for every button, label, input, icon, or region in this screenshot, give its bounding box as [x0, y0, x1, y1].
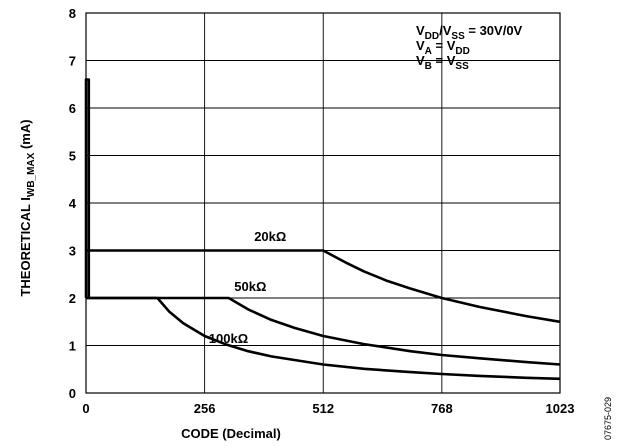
conditions-text: V [416, 23, 425, 38]
conditions-text: /V [439, 23, 452, 38]
series-line-20kΩ [86, 249, 561, 324]
x-tick-label: 256 [194, 401, 216, 416]
conditions-text: SS [451, 31, 465, 42]
conditions-text: V [416, 53, 425, 68]
conditions-line: VDD/VSS = 30V/0V [416, 23, 523, 42]
x-tick-label: 1023 [546, 401, 575, 416]
y-axis-title-main: THEORETICAL I [18, 197, 33, 296]
series-labels: 20kΩ 50kΩ 100kΩ [209, 229, 287, 346]
series-label: 100kΩ [209, 331, 248, 346]
y-tick-label: 1 [69, 339, 76, 354]
conditions-text: = 30V/0V [465, 23, 523, 38]
conditions-text: B [425, 61, 432, 72]
y-tick-label: 0 [69, 386, 76, 401]
x-tick-label: 512 [312, 401, 334, 416]
y-tick-label: 7 [69, 54, 76, 69]
tick-labels: 0 1 2 3 4 5 6 7 8 0 256 512 768 1023 [69, 6, 575, 416]
x-tick-label: 0 [82, 401, 89, 416]
conditions-line: VA = VDD [416, 38, 470, 57]
conditions-text: V [416, 38, 425, 53]
conditions-text: DD [425, 31, 439, 42]
figure-code: 07675-029 [603, 397, 613, 440]
series-label: 20kΩ [254, 229, 286, 244]
grid [85, 12, 561, 394]
conditions-text: SS [455, 61, 469, 72]
conditions-line: VB = VSS [416, 53, 469, 72]
y-tick-label: 4 [69, 196, 77, 211]
conditions-text: = V [432, 38, 456, 53]
y-tick-label: 2 [69, 291, 76, 306]
y-tick-label: 8 [69, 6, 76, 21]
x-axis-title: CODE (Decimal) [181, 426, 281, 441]
series-line-100kΩ [86, 296, 561, 381]
series-line-initial-spike [84, 78, 91, 298]
y-axis-title: THEORETICAL IWB_MAX (mA) [18, 119, 37, 296]
conditions-text: A [425, 46, 432, 57]
y-tick-label: 3 [69, 244, 76, 259]
y-axis-title-sub: WB_MAX [26, 152, 37, 197]
conditions-text: = V [432, 53, 456, 68]
y-tick-label: 6 [69, 101, 76, 116]
series-line-50kΩ [86, 296, 561, 366]
series-group [84, 78, 561, 381]
y-axis-title-unit: (mA) [18, 119, 33, 152]
x-tick-label: 768 [431, 401, 453, 416]
series-label: 50kΩ [234, 279, 266, 294]
y-tick-label: 5 [69, 149, 76, 164]
conditions-text: DD [455, 46, 469, 57]
